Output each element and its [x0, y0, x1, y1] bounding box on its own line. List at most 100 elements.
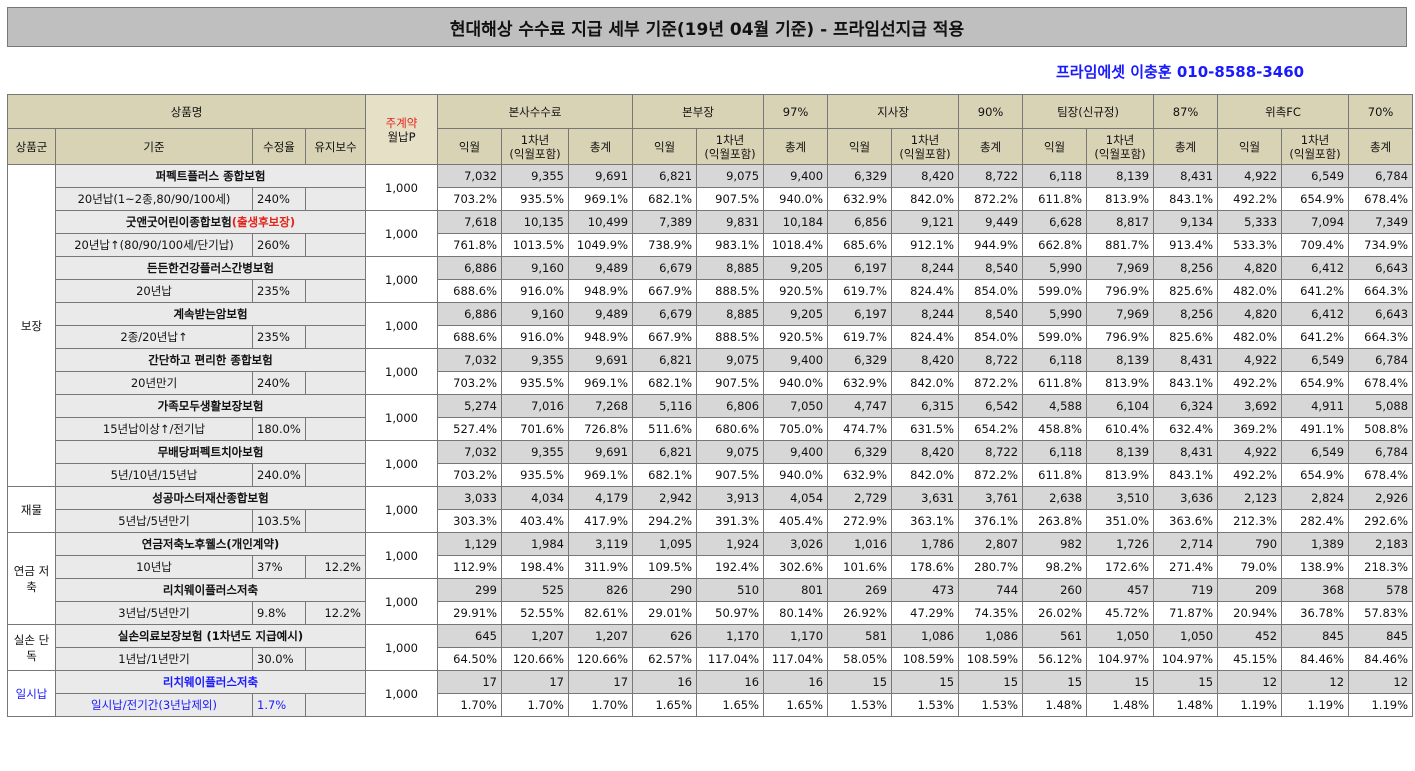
commission-percent: 1.48% [1153, 693, 1219, 717]
commission-percent: 701.6% [501, 417, 569, 441]
commission-percent: 1.19% [1348, 693, 1414, 717]
commission-amount: 6,412 [1281, 256, 1350, 280]
col-total: 총계 [763, 128, 829, 165]
commission-percent: 641.2% [1281, 279, 1350, 303]
commission-percent: 26.02% [1022, 601, 1088, 625]
commission-amount: 1,170 [763, 624, 829, 648]
commission-amount: 12 [1217, 670, 1283, 694]
commission-percent: 1.53% [891, 693, 960, 717]
commission-percent: 703.2% [437, 371, 502, 395]
commission-amount: 4,034 [501, 486, 569, 510]
col-total: 총계 [958, 128, 1024, 165]
commission-amount: 1,207 [567, 624, 634, 648]
commission-percent: 935.5% [501, 371, 569, 395]
commission-amount: 3,119 [567, 532, 634, 556]
col-next-month: 익월 [632, 128, 698, 165]
commission-amount: 6,821 [632, 164, 698, 188]
commission-amount: 269 [827, 578, 893, 602]
commission-amount: 7,016 [501, 394, 569, 418]
commission-amount: 6,329 [827, 164, 893, 188]
commission-amount: 368 [1281, 578, 1350, 602]
commission-amount: 5,990 [1022, 256, 1088, 280]
header-product-name: 상품명 [7, 94, 366, 129]
commission-amount: 9,355 [501, 164, 569, 188]
commission-amount: 645 [437, 624, 502, 648]
commission-amount: 7,969 [1086, 302, 1155, 326]
product-name: 리치웨이플러스저축 [55, 578, 366, 602]
commission-percent: 351.0% [1086, 509, 1155, 533]
commission-amount: 4,820 [1217, 302, 1283, 326]
commission-amount: 626 [632, 624, 698, 648]
commission-percent: 64.50% [437, 647, 502, 671]
commission-amount: 15 [1086, 670, 1155, 694]
commission-amount: 3,636 [1153, 486, 1219, 510]
commission-percent: 117.04% [763, 647, 829, 671]
commission-amount: 9,075 [696, 164, 765, 188]
commission-amount: 7,389 [632, 210, 698, 234]
commission-amount: 17 [437, 670, 502, 694]
commission-amount: 15 [827, 670, 893, 694]
commission-amount: 9,355 [501, 348, 569, 372]
group-label: 연금 저축 [7, 532, 56, 625]
commission-amount: 1,924 [696, 532, 765, 556]
commission-amount: 5,990 [1022, 302, 1088, 326]
commission-percent: 120.66% [501, 647, 569, 671]
commission-amount: 826 [567, 578, 634, 602]
commission-amount: 8,420 [891, 164, 960, 188]
commission-amount: 3,510 [1086, 486, 1155, 510]
commission-percent: 682.1% [632, 463, 698, 487]
commission-percent: 391.3% [696, 509, 765, 533]
commission-amount: 299 [437, 578, 502, 602]
commission-amount: 12 [1348, 670, 1414, 694]
premium: 1,000 [365, 670, 438, 717]
group-label: 일시납 [7, 670, 56, 717]
commission-amount: 9,134 [1153, 210, 1219, 234]
col-next-month: 익월 [1022, 128, 1088, 165]
commission-amount: 5,116 [632, 394, 698, 418]
commission-amount: 16 [696, 670, 765, 694]
commission-amount: 5,274 [437, 394, 502, 418]
commission-percent: 940.0% [763, 463, 829, 487]
commission-amount: 1,389 [1281, 532, 1350, 556]
commission-amount: 15 [1153, 670, 1219, 694]
commission-amount: 7,094 [1281, 210, 1350, 234]
commission-amount: 9,691 [567, 164, 634, 188]
commission-percent: 56.12% [1022, 647, 1088, 671]
commission-percent: 854.0% [958, 325, 1024, 349]
commission-amount: 7,618 [437, 210, 502, 234]
commission-percent: 1.19% [1281, 693, 1350, 717]
commission-amount: 9,691 [567, 440, 634, 464]
commission-percent: 705.0% [763, 417, 829, 441]
tier-branch-pct: 90% [958, 94, 1024, 129]
rate: 30.0% [252, 647, 306, 671]
commission-percent: 1049.9% [567, 233, 634, 257]
commission-percent: 685.6% [827, 233, 893, 257]
commission-percent: 796.9% [1086, 279, 1155, 303]
commission-amount: 4,922 [1217, 440, 1283, 464]
commission-percent: 294.2% [632, 509, 698, 533]
commission-amount: 8,431 [1153, 348, 1219, 372]
basis: 5년/10년/15년납 [55, 463, 253, 487]
commission-percent: 47.29% [891, 601, 960, 625]
commission-amount: 15 [891, 670, 960, 694]
commission-percent: 104.97% [1153, 647, 1219, 671]
commission-percent: 108.59% [891, 647, 960, 671]
commission-amount: 3,692 [1217, 394, 1283, 418]
commission-percent: 761.8% [437, 233, 502, 257]
commission-percent: 117.04% [696, 647, 765, 671]
commission-percent: 935.5% [501, 187, 569, 211]
commission-percent: 62.57% [632, 647, 698, 671]
product-row-bottom: 5년/10년/15년납 240.0% 703.2% 935.5% 969.1% 682.1… [8, 463, 1414, 487]
commission-amount: 3,913 [696, 486, 765, 510]
product-row-bottom: 20년만기 240% 703.2% 935.5% 969.1% 682.1% 907.5% 9… [8, 371, 1414, 395]
commission-percent: 969.1% [567, 187, 634, 211]
commission-amount: 801 [763, 578, 829, 602]
commission-amount: 6,104 [1086, 394, 1155, 418]
commission-percent: 26.92% [827, 601, 893, 625]
commission-percent: 84.46% [1281, 647, 1350, 671]
maintenance [305, 693, 366, 717]
commission-percent: 29.91% [437, 601, 502, 625]
commission-percent: 482.0% [1217, 279, 1283, 303]
commission-percent: 104.97% [1086, 647, 1155, 671]
basis: 20년납(1~2종,80/90/100세) [55, 187, 253, 211]
